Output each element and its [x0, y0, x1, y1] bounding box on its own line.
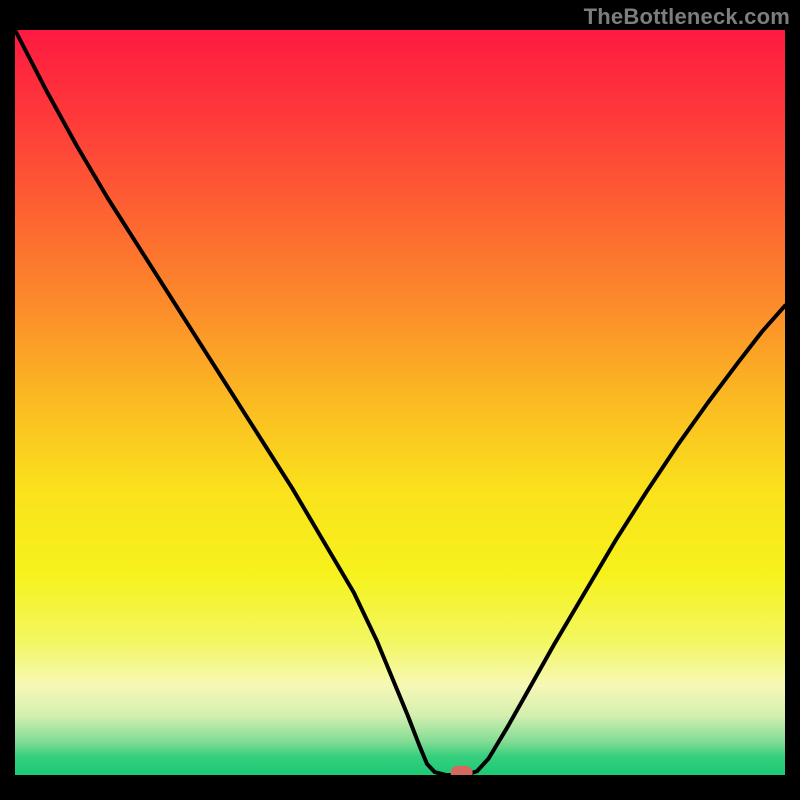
bottleneck-chart: [0, 0, 800, 800]
chart-background: [15, 30, 785, 775]
plot-border: [785, 0, 800, 800]
plot-border: [0, 775, 800, 800]
plot-border: [0, 0, 15, 800]
watermark-text: TheBottleneck.com: [584, 4, 790, 30]
